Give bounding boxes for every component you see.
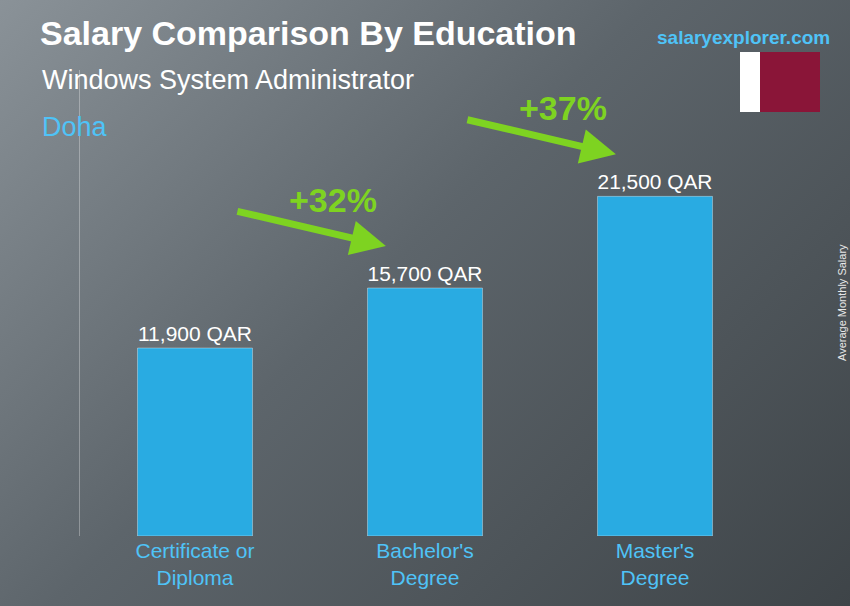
svg-text:21,500 QAR: 21,500 QAR — [598, 170, 713, 193]
svg-text:Doha: Doha — [42, 112, 108, 142]
svg-text:Master'sDegree: Master'sDegree — [616, 539, 695, 589]
svg-text:Windows System Administrator: Windows System Administrator — [42, 65, 414, 95]
svg-text:+37%: +37% — [519, 89, 607, 127]
svg-text:Average Monthly Salary: Average Monthly Salary — [836, 244, 848, 361]
svg-text:salaryexplorer.com: salaryexplorer.com — [657, 27, 830, 48]
svg-text:Salary Comparison By Education: Salary Comparison By Education — [40, 14, 577, 52]
svg-text:+32%: +32% — [289, 181, 377, 219]
svg-text:15,700 QAR: 15,700 QAR — [368, 262, 483, 285]
svg-text:Certificate orDiploma: Certificate orDiploma — [135, 539, 254, 589]
svg-text:Bachelor'sDegree: Bachelor'sDegree — [376, 539, 473, 589]
svg-text:11,900 QAR: 11,900 QAR — [138, 322, 252, 345]
